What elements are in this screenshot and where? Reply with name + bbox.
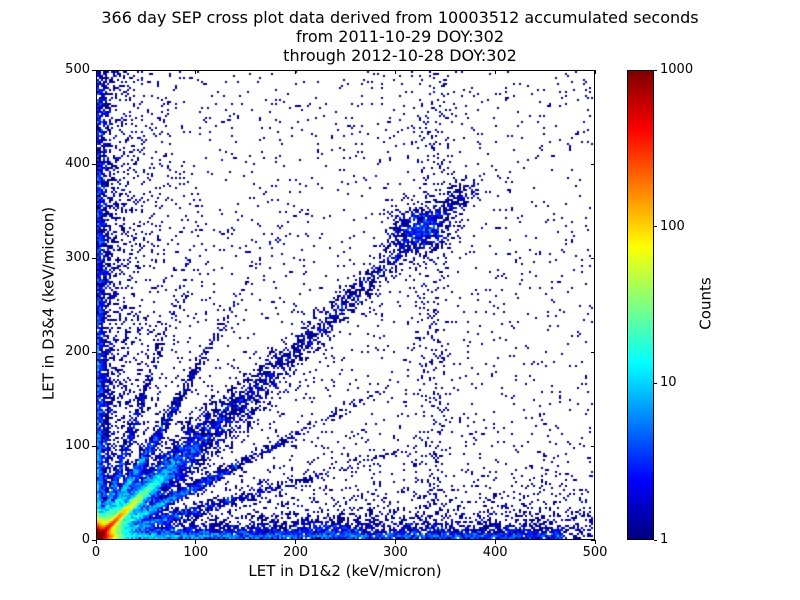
- x-tick-mark: [195, 540, 197, 544]
- plot-area: [96, 70, 595, 540]
- y-tick-label: 400: [65, 156, 90, 171]
- x-tick-mark: [394, 540, 396, 544]
- y-tick-mark: [92, 69, 96, 71]
- y-tick-mark: [92, 351, 96, 353]
- title-line-3: through 2012-10-28 DOY:302: [283, 46, 517, 65]
- x-tick-mark-top: [494, 70, 496, 74]
- x-tick-label: 200: [283, 545, 308, 560]
- y-tick-mark: [92, 445, 96, 447]
- y-axis-label: LET in D3&4 (keV/micron): [39, 206, 58, 401]
- chart-title: 366 day SEP cross plot data derived from…: [0, 8, 800, 65]
- y-tick-label: 200: [65, 344, 90, 359]
- x-tick-mark: [95, 540, 97, 544]
- colorbar-tick-label: 1000: [660, 62, 694, 77]
- y-tick-mark-right: [591, 163, 595, 165]
- x-tick-mark: [295, 540, 297, 544]
- x-tick-label: 300: [382, 545, 408, 560]
- y-tick-mark: [92, 539, 96, 541]
- x-tick-label: 100: [183, 545, 209, 560]
- y-tick-label: 500: [65, 62, 90, 77]
- y-tick-mark-right: [591, 539, 595, 541]
- heatmap-canvas: [97, 71, 594, 539]
- x-tick-mark-top: [95, 70, 97, 74]
- y-tick-mark-right: [591, 351, 595, 353]
- colorbar-tick-mark: [654, 382, 657, 384]
- colorbar-gradient-canvas: [628, 71, 653, 539]
- y-tick-mark: [92, 163, 96, 165]
- colorbar-label: Counts: [696, 277, 715, 330]
- x-axis-label: LET in D1&2 (keV/micron): [248, 562, 442, 580]
- x-tick-mark-top: [295, 70, 297, 74]
- x-tick-mark: [594, 540, 596, 544]
- x-tick-mark-top: [195, 70, 197, 74]
- title-line-2: from 2011-10-29 DOY:302: [295, 27, 504, 46]
- colorbar-tick-label: 10: [660, 375, 677, 391]
- x-tick-label: 0: [91, 545, 101, 560]
- y-tick-label: 0: [81, 532, 90, 547]
- x-tick-label: 400: [482, 545, 508, 560]
- title-line-1: 366 day SEP cross plot data derived from…: [101, 8, 699, 27]
- x-tick-mark: [494, 540, 496, 544]
- y-tick-mark-right: [591, 257, 595, 259]
- colorbar: [627, 70, 654, 540]
- y-tick-mark: [92, 257, 96, 259]
- x-tick-label: 500: [582, 545, 608, 560]
- x-tick-mark-top: [394, 70, 396, 74]
- y-tick-label: 300: [65, 250, 90, 265]
- colorbar-tick-label: 1: [660, 532, 669, 547]
- x-tick-mark-top: [594, 70, 596, 74]
- colorbar-tick-mark: [654, 69, 657, 71]
- colorbar-tick-mark: [654, 226, 657, 228]
- y-tick-label: 100: [65, 438, 90, 453]
- colorbar-tick-label: 100: [660, 218, 685, 234]
- colorbar-tick-mark: [654, 539, 657, 541]
- y-tick-mark-right: [591, 69, 595, 71]
- y-tick-mark-right: [591, 445, 595, 447]
